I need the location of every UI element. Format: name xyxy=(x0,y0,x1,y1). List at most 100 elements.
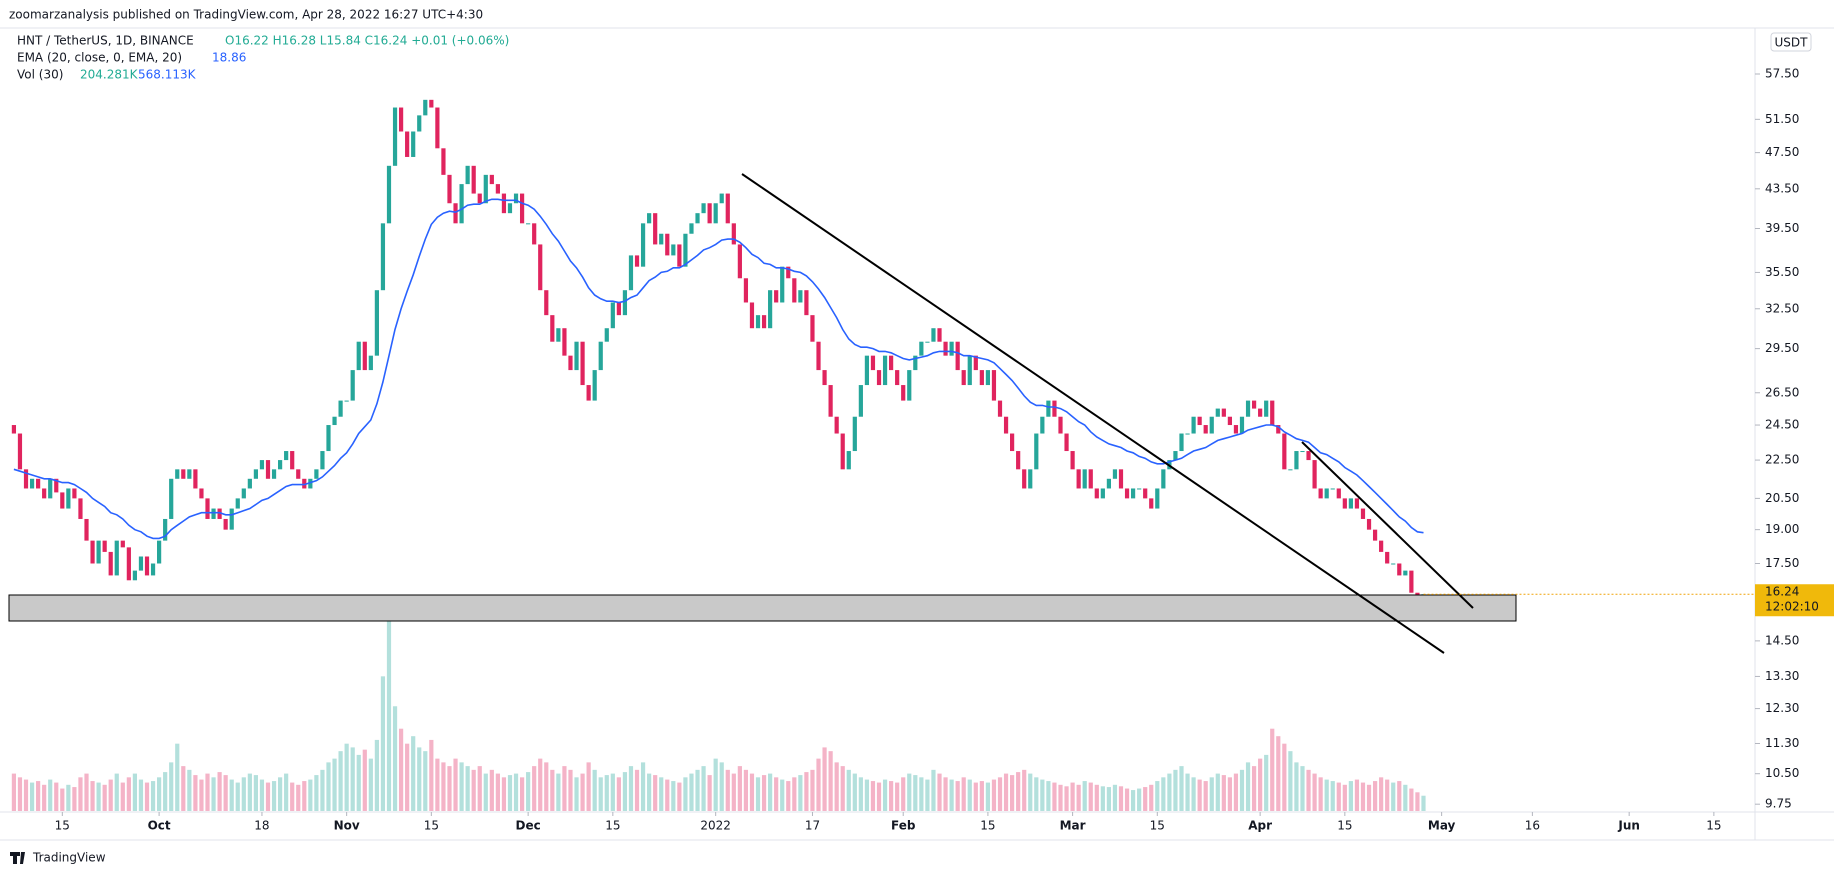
candle xyxy=(1294,451,1299,470)
volume-bar xyxy=(1300,766,1305,811)
volume-bar xyxy=(477,766,482,811)
volume-bar xyxy=(780,779,785,811)
volume-bar xyxy=(1058,784,1063,811)
candle xyxy=(1094,488,1099,499)
candle xyxy=(423,99,428,116)
brand-logo xyxy=(10,852,25,864)
candle xyxy=(102,540,107,552)
candle xyxy=(1130,488,1136,499)
candle xyxy=(72,488,77,499)
candle xyxy=(314,469,319,479)
volume-bar xyxy=(1342,784,1347,811)
candle xyxy=(671,244,676,256)
candle xyxy=(513,193,519,204)
candle xyxy=(495,184,500,194)
volume-bar xyxy=(592,769,597,811)
volume-bar xyxy=(489,769,494,811)
volume-bar xyxy=(1137,788,1142,811)
volume-bar xyxy=(338,751,343,811)
volume-bar xyxy=(459,762,464,811)
last-price-label: 16.24 xyxy=(1765,585,1799,599)
volume-bar xyxy=(320,769,325,811)
volume-bar xyxy=(634,769,640,811)
currency-box[interactable] xyxy=(1770,32,1812,52)
candle xyxy=(386,165,392,224)
candle xyxy=(628,255,634,291)
candle xyxy=(1112,469,1118,479)
y-tick-label: 20.50 xyxy=(1765,491,1799,505)
volume-bar xyxy=(1354,779,1360,811)
candle xyxy=(1022,469,1027,489)
candle xyxy=(1003,416,1009,434)
volume-bar xyxy=(1360,782,1366,811)
volume-bar xyxy=(665,779,670,811)
candle xyxy=(459,184,464,224)
candle xyxy=(217,508,222,519)
candle xyxy=(392,107,398,166)
candle xyxy=(241,488,246,499)
candle xyxy=(925,341,930,343)
volume-bar xyxy=(707,775,712,811)
candle xyxy=(1197,416,1202,426)
candle xyxy=(532,223,537,245)
volume-bar xyxy=(429,739,434,811)
candle xyxy=(17,433,23,470)
candle xyxy=(259,460,265,470)
volume-bar xyxy=(405,743,410,811)
candle xyxy=(60,492,65,509)
candle xyxy=(96,540,101,564)
volume-bar xyxy=(538,758,543,811)
x-tick-label: Jun xyxy=(1617,819,1640,833)
volume-bar xyxy=(1270,728,1275,811)
volume-bar xyxy=(17,777,23,811)
volume-bar xyxy=(36,781,41,811)
candle xyxy=(1010,433,1015,452)
candle xyxy=(1306,451,1311,461)
volume-bar xyxy=(816,758,821,811)
candle xyxy=(1409,570,1414,593)
candle xyxy=(36,478,41,489)
currency[interactable]: USDT xyxy=(1775,36,1809,50)
candle xyxy=(1379,540,1384,552)
candle xyxy=(380,223,386,291)
volume-bar xyxy=(1161,777,1166,811)
x-tick-label: Apr xyxy=(1248,819,1272,833)
volume-bar xyxy=(259,779,265,811)
volume-bar xyxy=(102,784,107,811)
candle xyxy=(804,290,809,316)
volume-bar xyxy=(1130,790,1136,811)
candle xyxy=(1288,469,1293,471)
candle xyxy=(1312,460,1317,489)
candle xyxy=(1227,416,1232,426)
candle xyxy=(1360,508,1366,519)
candle xyxy=(265,460,271,479)
y-tick-label: 19.00 xyxy=(1765,522,1799,536)
candle xyxy=(828,385,833,417)
candle xyxy=(1088,469,1093,489)
candle xyxy=(1385,551,1390,564)
volume-bar xyxy=(755,777,761,811)
volume-bar xyxy=(1088,782,1093,811)
volume-bar xyxy=(701,766,706,811)
volume-bar xyxy=(169,762,174,811)
volume-bar xyxy=(580,773,585,811)
candle xyxy=(1318,488,1323,499)
candle xyxy=(1342,498,1347,509)
volume-bar xyxy=(1082,781,1087,811)
volume-bar xyxy=(653,775,658,811)
volume-bar xyxy=(1185,773,1190,811)
candle xyxy=(447,174,452,204)
volume-bar xyxy=(749,773,755,811)
candle xyxy=(653,213,658,245)
volume-bar xyxy=(1010,775,1015,811)
x-tick-label: Feb xyxy=(891,819,916,833)
candle xyxy=(967,355,972,386)
candle xyxy=(453,203,458,224)
candle xyxy=(108,551,113,576)
candle xyxy=(810,315,815,342)
trend-line xyxy=(741,173,1445,654)
candle xyxy=(725,193,730,224)
candle xyxy=(465,165,470,185)
volume-bar xyxy=(211,777,216,811)
volume-bar xyxy=(901,777,906,811)
